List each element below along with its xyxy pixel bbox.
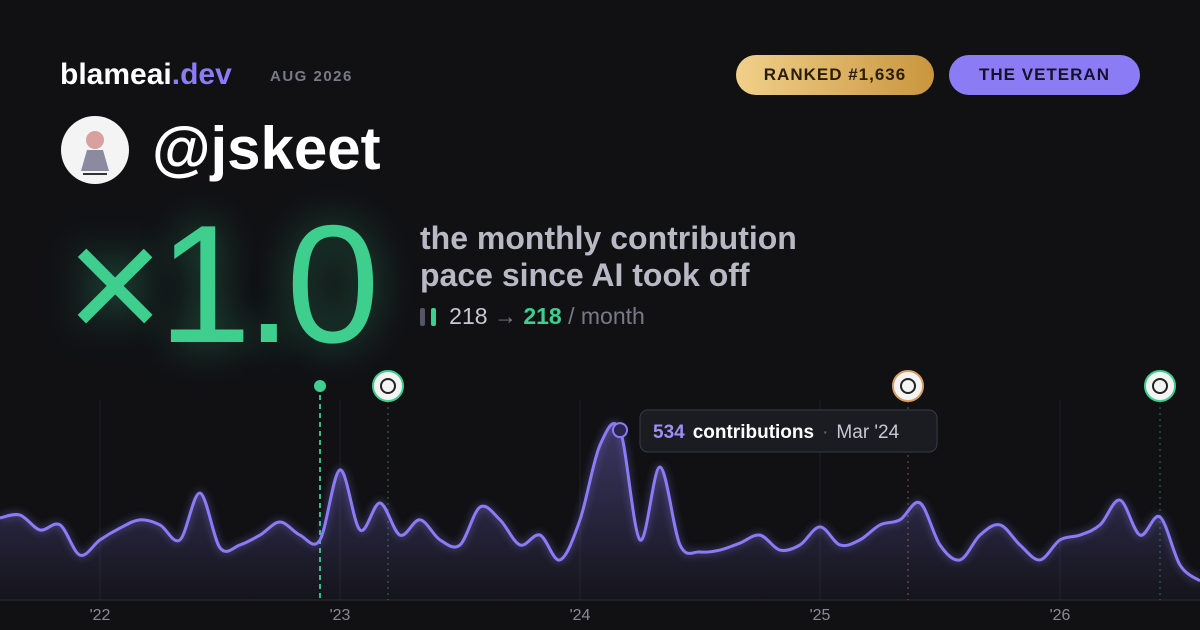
arrow: → — [493, 303, 517, 329]
event-icon — [1144, 370, 1176, 402]
event-glyph — [900, 378, 916, 394]
avatar — [61, 116, 129, 184]
event-icon — [892, 370, 924, 402]
event-glyph — [1152, 378, 1168, 394]
caption-line: pace since AI took off — [420, 257, 750, 293]
unit: / month — [568, 303, 645, 329]
tooltip-value: 534 — [653, 422, 685, 443]
x-tick-label: '24 — [570, 607, 591, 624]
tooltip — [639, 409, 938, 453]
caption-line: the monthly contribution — [420, 220, 797, 256]
highlight-point — [612, 422, 628, 439]
tooltip-text: 534 contributions · Mar '24 — [653, 422, 900, 443]
pace-row: 218 → 218 / month — [420, 303, 645, 330]
title-badge: THE VETERAN — [949, 55, 1140, 95]
area — [0, 423, 1200, 600]
brand-suffix: .dev — [171, 58, 232, 91]
tooltip-sep: · — [822, 422, 828, 443]
event-icon — [372, 370, 404, 402]
handle: @jskeet — [152, 115, 381, 182]
x-tick-label: '25 — [810, 607, 831, 624]
x-tick-label: '26 — [1050, 607, 1071, 624]
brand: blameai.dev — [60, 58, 232, 92]
x-tick-label: '22 — [90, 607, 111, 624]
date: AUG 2026 — [270, 68, 353, 85]
after: 218 — [523, 303, 562, 329]
avatar-art — [81, 131, 109, 175]
x-tick-label: '23 — [330, 607, 351, 624]
rank-badge: RANKED #1,636 — [736, 55, 934, 95]
line — [0, 422, 1200, 583]
tooltip-date: Mar '24 — [836, 422, 899, 443]
multiplier: ×1.0 — [66, 190, 380, 378]
event-glyph — [380, 378, 396, 394]
event-dot — [314, 380, 326, 392]
brand-name: blameai — [60, 58, 172, 91]
before: 218 — [449, 303, 488, 329]
tooltip-label: contributions — [693, 422, 814, 443]
